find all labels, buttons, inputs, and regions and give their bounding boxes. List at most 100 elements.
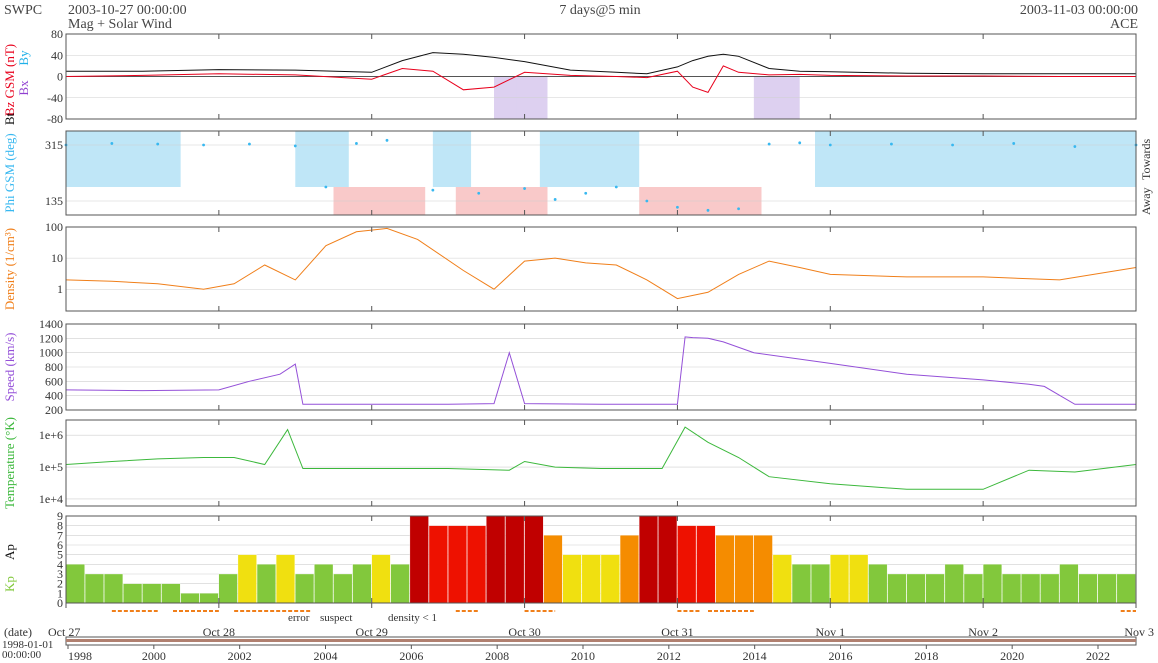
org-label: SWPC [4,3,42,18]
phi-frame [65,130,1137,216]
kp-bar [237,554,257,604]
phi-tick-label: 315 [45,138,63,152]
kp-bar [276,554,295,604]
phi-away-band [539,131,640,187]
phi-point [110,142,114,145]
away-label: Away [1139,187,1153,215]
phi-point [477,191,481,195]
date-axis-label: (date) [4,625,32,639]
phi-point [798,141,802,145]
mag-tick-label: -80 [47,112,63,126]
end-time: 2003-11-03 00:00:00 [1020,3,1138,18]
by-axis-label: By [16,50,31,66]
phi-point [385,138,389,142]
year-tick-label: 2006 [399,649,423,663]
kp-frame [65,515,1137,604]
kp-bar [963,573,983,604]
source-label: ACE [1110,17,1138,32]
kp-bar [925,573,945,604]
flag-suspect-label: suspect [320,612,352,624]
kp-tick-label: 2 [57,577,63,591]
kp-bar [142,583,162,604]
kp-bar [1059,564,1079,604]
kp-bar [944,564,964,604]
phi-point [676,205,679,209]
kp-bar [104,573,123,604]
mag-tick-label: 40 [51,48,63,62]
speed-tick-label: 400 [45,389,63,403]
year-tick-label: 2002 [228,649,252,663]
phi-point [706,208,710,212]
temperature-tick-label: 1e+5 [39,460,63,474]
phi-point [1012,142,1016,145]
phi-point [828,143,832,147]
kp-bar [161,583,181,604]
kp-bar [295,573,315,604]
kp-bar [1116,573,1136,604]
kp-bar [218,573,238,604]
phi-axis-label: Phi GSM (deg) [2,133,17,212]
kp-bar [409,515,429,604]
kp-bar [734,535,754,604]
bx-axis-label: Bx [16,80,31,96]
kp-bar [562,554,582,604]
bz-series-line [65,65,1136,94]
density-tick-label: 1 [57,282,63,296]
kp-tick-label: 0 [57,596,63,610]
date-tick-label: Oct 30 [508,625,540,639]
kp-bar [772,554,792,604]
density-tick-label: 100 [45,220,63,234]
kp-bar [543,535,563,604]
kp-bar [887,573,907,604]
density-frame [65,226,1137,312]
phi-point [737,207,740,211]
year-tick-label: 1998 [68,649,92,663]
phi-away-band [815,131,1136,187]
phi-point [614,185,618,189]
kp-bar [123,583,143,604]
kp-bar [524,515,544,604]
kp-bar [677,525,697,604]
speed-tick-label: 1000 [39,346,63,360]
kp-bar [811,564,830,604]
phi-point [248,142,251,146]
kp-bar [1097,573,1117,604]
speed-frame [65,323,1137,411]
kp-bar [467,525,487,604]
temperature-frame [65,419,1137,507]
phi-away-band [432,131,472,187]
time-span: 7 days@5 min [559,3,640,18]
phi-point [431,188,435,192]
kp-tick-label: 7 [57,528,63,542]
speed-axis-label: Speed (km/s) [2,333,17,402]
phi-point [324,185,328,189]
year-tick-label: 2014 [743,649,767,663]
kp-bar [696,525,716,604]
density-series-line [65,227,1137,300]
temperature-series-line [65,426,1137,490]
kp-bar [256,564,276,604]
phi-point [645,199,649,203]
kp-bar [84,573,104,604]
kp-bar [619,535,639,604]
mag-tick-label: 0 [57,70,63,84]
kp-bar [371,554,391,604]
kp-bar [658,515,678,604]
date-tick-label: Oct 28 [203,625,235,639]
kp-bar [447,525,467,604]
kp-bar [849,554,869,604]
date-tick-label: Oct 27 [48,625,80,639]
kp-tick-label: 6 [57,538,63,552]
kp-bar [581,554,601,604]
kp-bar [390,564,410,604]
date-tick-label: Nov 1 [815,625,845,639]
speed-series-line [65,336,1136,405]
bt-series-line [66,52,1136,75]
date-tick-label: Nov 2 [968,625,998,639]
year-tick-label: 2012 [657,649,681,663]
year-tick-label: 2004 [314,649,338,663]
year-tick-label: 2018 [914,649,938,663]
temperature-axis-label: Temperature (°K) [2,417,17,509]
kp-bar [314,564,334,604]
